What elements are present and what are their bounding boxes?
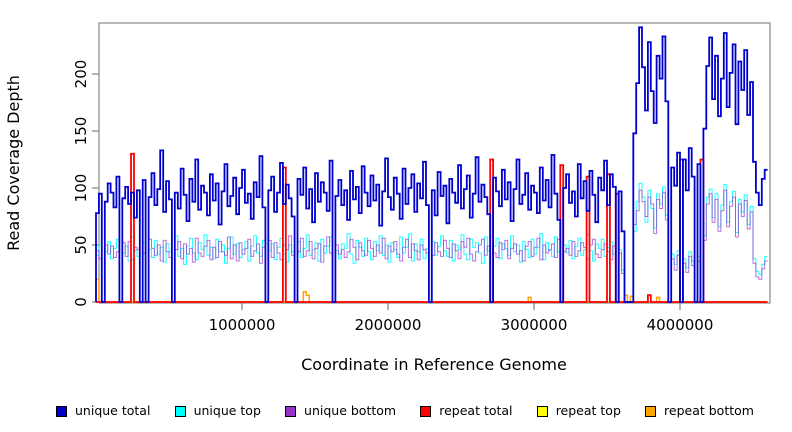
- legend-item: unique total: [56, 404, 150, 418]
- series-repeat-total: [96, 152, 768, 303]
- legend-item: unique bottom: [285, 404, 396, 418]
- legend-label: repeat top: [555, 403, 621, 418]
- legend-item: repeat bottom: [645, 404, 754, 418]
- y-tick-label: 200: [72, 60, 90, 89]
- coverage-chart: 1000000 2000000 3000000 4000000 0 50 100 150 200…: [4, 22, 771, 418]
- series-unique-total: [95, 26, 768, 303]
- legend-swatch-icon: [645, 405, 657, 417]
- legend-label: unique total: [75, 403, 151, 418]
- plot-frame: [98, 22, 771, 304]
- x-axis-label: Coordinate in Reference Genome: [301, 355, 567, 374]
- y-tick-label: 50: [72, 235, 90, 254]
- legend-swatch-icon: [285, 405, 297, 417]
- legend-label: repeat total: [439, 403, 513, 418]
- legend-item: repeat top: [536, 403, 621, 418]
- y-tick-label: 0: [72, 297, 90, 307]
- y-axis-label: Read Coverage Depth: [4, 75, 23, 251]
- legend-swatch-icon: [536, 405, 548, 417]
- legend-swatch-icon: [56, 405, 67, 417]
- x-tick-label: 2000000: [355, 316, 422, 334]
- legend-item: unique top: [174, 403, 261, 418]
- legend-swatch-icon: [174, 405, 186, 417]
- legend-swatch-icon: [420, 405, 432, 417]
- coverage-plot: 1000000 2000000 3000000 4000000 0 50 100 150 200…: [4, 22, 771, 374]
- legend-label: repeat bottom: [664, 403, 754, 418]
- x-tick-label: 4000000: [647, 316, 714, 334]
- legend: unique total unique top unique bottom re…: [0, 397, 792, 425]
- y-tick-label: 100: [72, 174, 90, 203]
- x-tick-label: 1000000: [209, 316, 276, 334]
- legend-item: repeat total: [420, 403, 513, 418]
- y-tick-label: 150: [72, 117, 90, 146]
- legend-label: unique bottom: [304, 403, 397, 418]
- x-tick-label: 3000000: [501, 316, 568, 334]
- legend-label: unique top: [193, 403, 261, 418]
